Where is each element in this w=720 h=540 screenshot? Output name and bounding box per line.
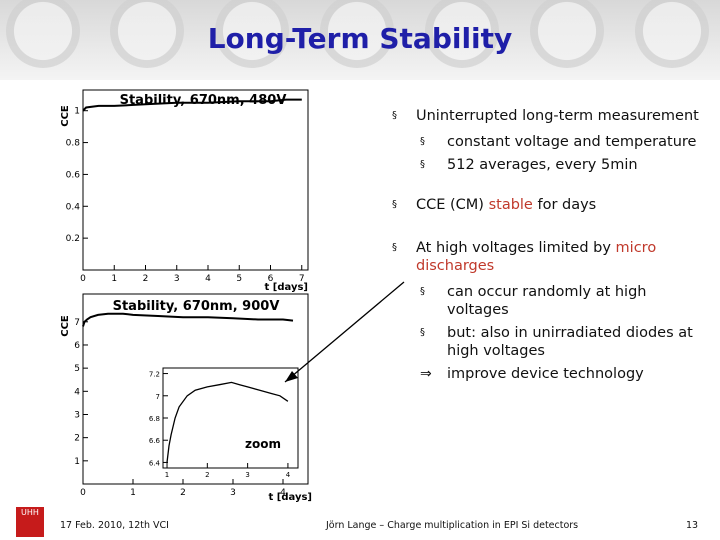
sub-bullet-unirradiated: § but: also in unirradiated diodes at hi…	[420, 325, 693, 359]
chart1-x-tick-label: 2	[143, 274, 149, 284]
arrow-line	[284, 281, 405, 383]
chart2-y-label: CCE	[60, 315, 71, 337]
chart1-series-line	[82, 98, 302, 112]
plot-900v: 0 1 2 3 4 1 2 3 4 5 6 7 Stability, 670nm, 900V t [day…	[58, 288, 318, 506]
chart2-y-tick-label: 1	[74, 457, 80, 467]
chart-900v-svg: 0 1 2 3 4 1 2 3 4 5 6 7 Stability, 670nm, 900V t [day…	[60, 293, 312, 503]
chart2-y-tick-label: 2	[74, 434, 80, 444]
chart2-y-tick-label: 3	[74, 410, 80, 420]
chart1-x-tick-label: 5	[236, 274, 242, 284]
inset-y-tick-label: 6.8	[149, 415, 160, 423]
chart-480v-svg: 0 1 2 3 4 5 6 7 0.2 0.4 0.6 0.8 1 Stability, 670nm, 4…	[60, 89, 309, 293]
bullet-marker: §	[392, 110, 397, 121]
chart2-x-tick-label: 0	[80, 488, 86, 498]
inset-y-tick-label: 6.6	[149, 437, 161, 445]
sub-bullet-constant: § constant voltage and temperature	[420, 134, 697, 150]
chart1-frame	[82, 89, 309, 271]
footer-date: 17 Feb. 2010, 12th VCI	[60, 520, 169, 531]
chart2-y-tick-label: 4	[74, 387, 80, 397]
wafer-image	[320, 0, 394, 68]
bullet-list: § Uninterrupted long-term measurement § …	[390, 107, 710, 388]
chart2-x-tick-label: 1	[130, 488, 136, 498]
conclusion-line: ⇒ improve device technology	[420, 366, 644, 382]
chart2-y-tick-label: 6	[74, 341, 80, 351]
wafer-image	[635, 0, 709, 68]
chart1-y-tick-label: 0.4	[66, 202, 81, 212]
inset-frame	[162, 367, 299, 469]
footer-author: Jörn Lange – Charge multiplication in EP…	[326, 520, 579, 531]
sub-bullet-random: § can occur randomly at high voltages	[420, 284, 647, 318]
wafer-image	[6, 0, 80, 68]
page-number: 13	[686, 520, 699, 531]
inset-x-tick-label: 1	[165, 471, 169, 479]
bullet-marker: §	[420, 159, 425, 170]
chart2-series-line	[82, 312, 294, 327]
university-logo: UHH	[16, 507, 44, 537]
chart1-x-tick-label: 0	[80, 274, 86, 284]
inset-x-tick-label: 3	[245, 471, 249, 479]
inset-y-tick-label: 6.4	[149, 459, 161, 467]
chart1-x-tick-label: 7	[299, 274, 305, 284]
sub-bullet-averages: § 512 averages, every 5min	[420, 157, 638, 173]
chart2-y-tick-label: 5	[74, 364, 80, 374]
chart1-y-tick-label: 0.8	[66, 139, 81, 149]
bullet-stable: § CCE (CM) stable for days	[392, 197, 597, 213]
chart1-y-tick-label: 0.2	[66, 234, 80, 244]
bullet-high-voltage: § At high voltages limited by micro disc…	[392, 240, 657, 274]
chart2-x-label: t [days]	[269, 492, 312, 503]
chart1-x-tick-label: 6	[268, 274, 274, 284]
bullet-marker: §	[392, 199, 397, 210]
bullet-marker: §	[420, 327, 425, 338]
inset-y-tick-label: 7.2	[149, 371, 160, 379]
inset-series-line	[166, 381, 289, 463]
chart1-x-label: t [days]	[265, 282, 308, 293]
wafer-image	[425, 0, 499, 68]
chart1-y-label: CCE	[60, 105, 71, 127]
inset-zoom-label: zoom	[245, 437, 281, 451]
chart2-x-tick-label: 3	[230, 488, 236, 498]
arrow-head	[285, 371, 298, 382]
wafer-image	[530, 0, 604, 68]
chart1-x-tick-label: 3	[174, 274, 180, 284]
wafer-image	[110, 0, 184, 68]
bullet-marker: §	[420, 136, 425, 147]
chart1-x-tick-label: 4	[205, 274, 211, 284]
chart2-x-tick-label: 4	[280, 488, 286, 498]
chart2-y-tick-label: 7	[74, 318, 80, 328]
title-banner	[0, 0, 720, 80]
inset-x-tick-label: 2	[205, 471, 209, 479]
chart1-y-tick-label: 1	[74, 107, 80, 117]
bullet-marker: §	[392, 242, 397, 253]
bullet-measurement: § Uninterrupted long-term measurement	[392, 108, 699, 124]
inset-y-tick-label: 7	[156, 393, 160, 401]
implies-arrow: ⇒	[420, 366, 432, 382]
chart2-x-tick-label: 2	[180, 488, 186, 498]
slide-title: Long-Term Stability	[207, 22, 513, 55]
inset-x-tick-label: 4	[286, 471, 291, 479]
chart1-x-tick-label: 1	[111, 274, 117, 284]
chart1-title: Stability, 670nm, 480V	[120, 93, 287, 108]
bullet-marker: §	[420, 286, 425, 297]
chart1-y-tick-label: 0.6	[66, 170, 81, 180]
plot-480v: 0 1 2 3 4 5 6 7 0.2 0.4 0.6 0.8 1 Stability, 670nm, 4…	[58, 86, 318, 296]
chart2-title: Stability, 670nm, 900V	[113, 299, 280, 314]
wafer-image	[215, 0, 289, 68]
